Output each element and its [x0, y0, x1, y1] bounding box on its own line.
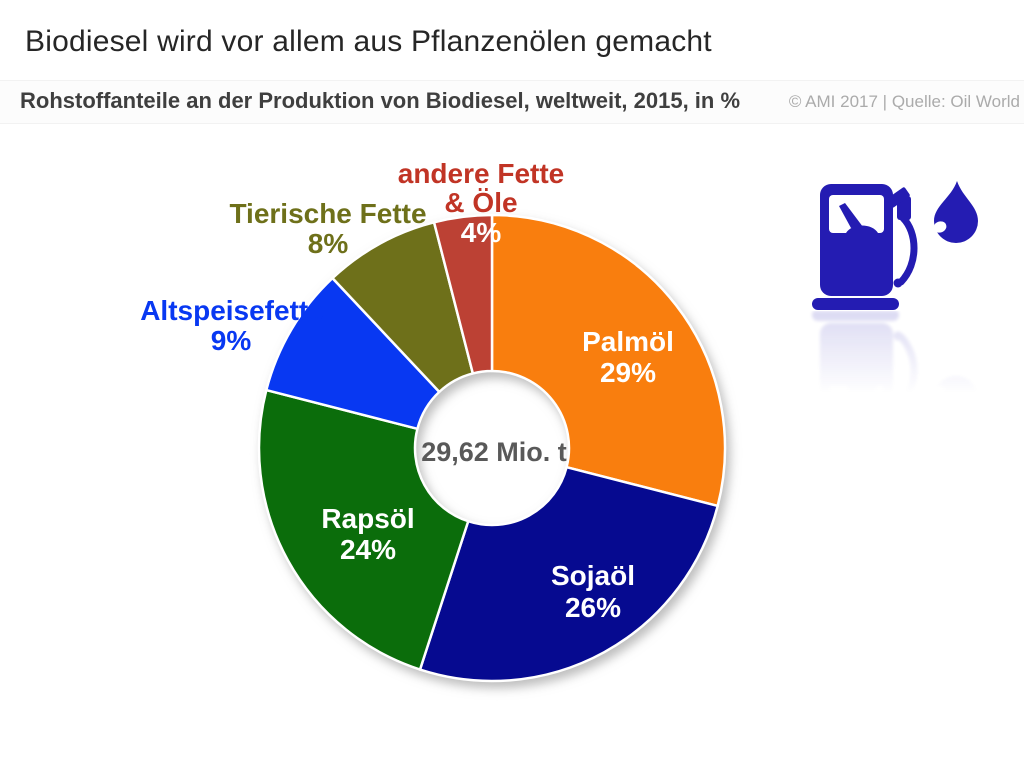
nozzle-spout	[886, 187, 910, 208]
gauge-hub	[846, 225, 878, 233]
slice-pct-tierische-fette: 8%	[308, 228, 349, 259]
pump-base	[812, 298, 899, 310]
slice-name-palmöl: Palmöl	[582, 326, 674, 357]
slice-name-andere-fette-öle: & Öle	[444, 187, 517, 218]
slice-pct-sojaöl: 26%	[565, 592, 621, 623]
icon-reflection	[800, 311, 1000, 426]
donut-slices	[257, 213, 727, 683]
source-credit: © AMI 2017 | Quelle: Oil World	[788, 92, 1020, 111]
slice-name-rapsöl: Rapsöl	[321, 503, 414, 534]
slice-pct-rapsöl: 24%	[340, 534, 396, 565]
slice-sojaöl	[418, 465, 719, 683]
subtitle-band	[0, 80, 1024, 124]
slice-pct-altspeisefette: 9%	[211, 325, 252, 356]
hose	[897, 214, 918, 286]
slice-name-tierische-fette: Tierische Fette	[229, 198, 426, 229]
slice-name-andere-fette-öle: andere Fette	[398, 158, 565, 189]
slice-pct-andere-fette-öle: 4%	[461, 217, 502, 248]
gauge-needle-icon	[839, 203, 863, 228]
fuel-pump-icon	[800, 168, 1000, 368]
oil-drop-highlight	[933, 221, 947, 233]
slice-andere-fette-öle	[432, 213, 494, 375]
chart-subtitle: Rohstoffanteile an der Produktion von Bi…	[20, 88, 741, 113]
slice-altspeisefette	[265, 276, 441, 431]
slice-palmöl	[490, 213, 727, 508]
slice-pct-palmöl: 29%	[600, 357, 656, 388]
slice-name-altspeisefette: Altspeisefette	[140, 295, 324, 326]
donut-center-total: 29,62 Mio. t	[421, 437, 567, 467]
slice-rapsöl	[257, 388, 470, 671]
hose-fitting	[893, 278, 903, 288]
oil-drop-icon	[934, 181, 978, 243]
slice-name-sojaöl: Sojaöl	[551, 560, 635, 591]
page-title: Biodiesel wird vor allem aus Pflanzenöle…	[25, 25, 712, 58]
